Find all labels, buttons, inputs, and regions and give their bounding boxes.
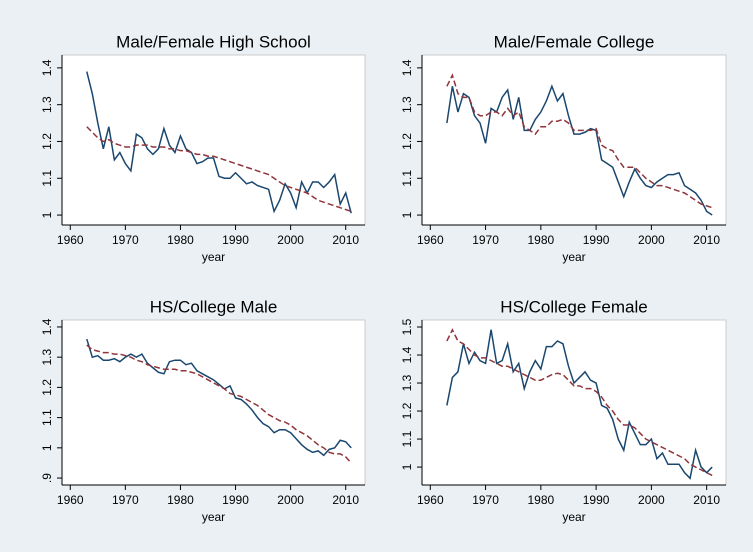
y-tick-label: 1.5 xyxy=(400,318,414,335)
data-line xyxy=(446,84,713,216)
y-tick-label: .9 xyxy=(40,473,54,483)
y-tick-label: 1.1 xyxy=(400,430,414,447)
x-tick-label: 1970 xyxy=(112,493,139,507)
x-tick-label: 1990 xyxy=(222,233,249,247)
x-tick-label: 1960 xyxy=(57,233,84,247)
y-tick-label: 1.4 xyxy=(40,59,54,76)
y-tick-label: 1.2 xyxy=(40,133,54,150)
chart-title: HS/College Male xyxy=(150,297,278,316)
x-tick-label: 2010 xyxy=(332,493,359,507)
x-tick-label: 1980 xyxy=(527,493,554,507)
x-tick-label: 2010 xyxy=(693,493,720,507)
data-line xyxy=(446,329,713,480)
y-tick-label: 1.3 xyxy=(40,349,54,366)
x-tick-label: 1990 xyxy=(583,493,610,507)
data-line xyxy=(86,126,352,213)
plot-area xyxy=(61,319,366,486)
y-tick-label: 1.4 xyxy=(40,318,54,335)
plot-area xyxy=(61,54,366,226)
y-tick-label: 1.3 xyxy=(400,96,414,113)
x-axis-label: year xyxy=(562,250,585,264)
y-tick-label: 1.2 xyxy=(400,402,414,419)
x-tick-label: 2010 xyxy=(332,233,359,247)
x-tick-label: 1960 xyxy=(57,493,84,507)
x-tick-label: 2010 xyxy=(693,233,720,247)
x-tick-label: 1980 xyxy=(167,233,194,247)
x-tick-label: 2000 xyxy=(638,233,665,247)
y-tick-label: 1.3 xyxy=(40,96,54,113)
plot-area xyxy=(421,319,727,486)
plot-area xyxy=(421,54,727,226)
y-tick-label: 1 xyxy=(400,211,414,218)
y-tick-label: 1.1 xyxy=(400,170,414,187)
x-axis-label: year xyxy=(202,250,225,264)
y-tick-label: 1 xyxy=(40,444,54,451)
data-line xyxy=(86,338,352,457)
x-tick-label: 1980 xyxy=(527,233,554,247)
y-tick-label: 1 xyxy=(400,463,414,470)
chart-title: HS/College Female xyxy=(500,297,647,316)
y-tick-label: 1.2 xyxy=(400,133,414,150)
x-tick-label: 1990 xyxy=(222,493,249,507)
y-tick-label: 1.4 xyxy=(400,346,414,363)
x-tick-label: 2000 xyxy=(277,233,304,247)
x-tick-label: 1990 xyxy=(583,233,610,247)
x-axis-label: year xyxy=(202,510,225,524)
y-tick-label: 1.3 xyxy=(400,374,414,391)
x-tick-label: 1970 xyxy=(112,233,139,247)
x-tick-label: 1970 xyxy=(472,493,499,507)
data-line xyxy=(86,344,352,464)
data-line xyxy=(446,328,713,477)
y-tick-label: 1.1 xyxy=(40,170,54,187)
chart-title: Male/Female High School xyxy=(116,32,311,51)
y-tick-label: 1 xyxy=(40,211,54,218)
chart-title: Male/Female College xyxy=(494,32,655,51)
x-tick-label: 2000 xyxy=(277,493,304,507)
x-tick-label: 2000 xyxy=(638,493,665,507)
y-tick-label: 1.2 xyxy=(40,379,54,396)
data-line xyxy=(446,73,713,209)
y-tick-label: 1.1 xyxy=(40,409,54,426)
x-tick-label: 1980 xyxy=(167,493,194,507)
x-axis-label: year xyxy=(562,510,585,524)
x-tick-label: 1960 xyxy=(417,233,444,247)
x-tick-label: 1970 xyxy=(472,233,499,247)
y-tick-label: 1.4 xyxy=(400,59,414,76)
x-tick-label: 1960 xyxy=(417,493,444,507)
